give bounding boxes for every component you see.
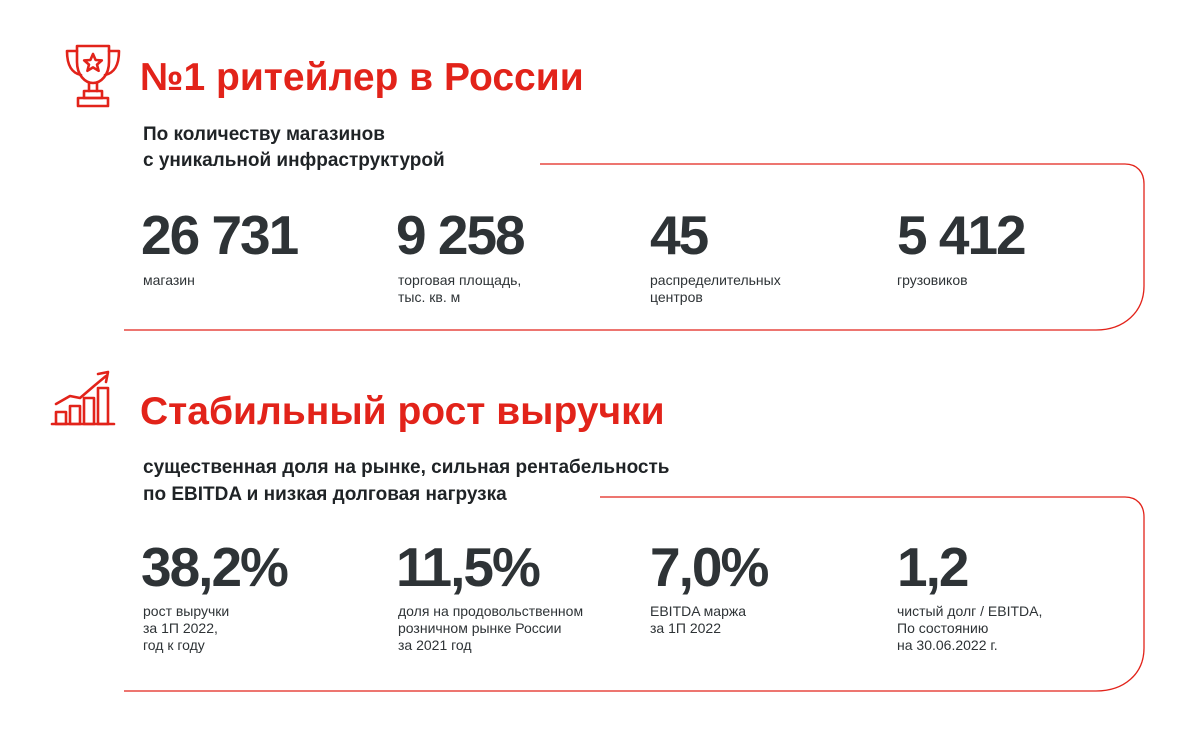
- stat-net-debt-label-line3: на 30.06.2022 г.: [897, 637, 998, 653]
- stat-area-value: 9 258: [396, 204, 526, 266]
- section1-title: №1 ритейлер в России: [140, 56, 584, 99]
- stat-trucks-label: грузовиков: [897, 272, 968, 288]
- stat-area-label-line2: тыс. кв. м: [398, 289, 461, 305]
- stat-dc-label-line1: распределительных: [650, 272, 781, 288]
- stat-market-share-label-line2: розничном рынке России: [398, 620, 562, 636]
- stat-revenue-growth-label-line2: за 1П 2022,: [143, 620, 218, 636]
- stat-net-debt-value: 1,2: [897, 536, 969, 598]
- stat-ebitda-margin-value: 7,0%: [650, 536, 769, 598]
- stat-net-debt-label-line1: чистый долг / EBITDA,: [897, 603, 1043, 619]
- stat-market-share-label-line1: доля на продовольственном: [398, 603, 584, 619]
- section2-subtitle-line2: по EBITDA и низкая долговая нагрузка: [143, 484, 507, 505]
- stat-market-share-label-line3: за 2021 год: [398, 637, 472, 653]
- section1-subtitle-line2: с уникальной инфраструктурой: [143, 150, 445, 171]
- section2-subtitle-line1: существенная доля на рынке, сильная рент…: [143, 457, 670, 478]
- stat-dc-value: 45: [650, 204, 709, 266]
- stat-dc-label-line2: центров: [650, 289, 703, 305]
- stat-ebitda-margin-label-line2: за 1П 2022: [650, 620, 721, 636]
- stat-stores-value: 26 731: [141, 204, 299, 266]
- stat-market-share-value: 11,5%: [396, 536, 541, 598]
- stat-revenue-growth-label-line1: рост выручки: [143, 603, 230, 619]
- stat-area-label-line1: торговая площадь,: [398, 272, 522, 288]
- stat-revenue-growth-value: 38,2%: [141, 536, 289, 598]
- growth-chart-icon: [50, 366, 116, 428]
- section1-subtitle-line1: По количеству магазинов: [143, 124, 385, 145]
- section2-title: Стабильный рост выручки: [140, 390, 665, 433]
- stat-revenue-growth-label-line3: год к году: [143, 637, 205, 653]
- stat-trucks-value: 5 412: [897, 204, 1027, 266]
- trophy-icon: [62, 42, 124, 110]
- stat-net-debt-label-line2: По состоянию: [897, 620, 989, 636]
- stat-stores-label: магазин: [143, 272, 195, 288]
- stat-ebitda-margin-label-line1: EBITDA маржа: [650, 603, 747, 619]
